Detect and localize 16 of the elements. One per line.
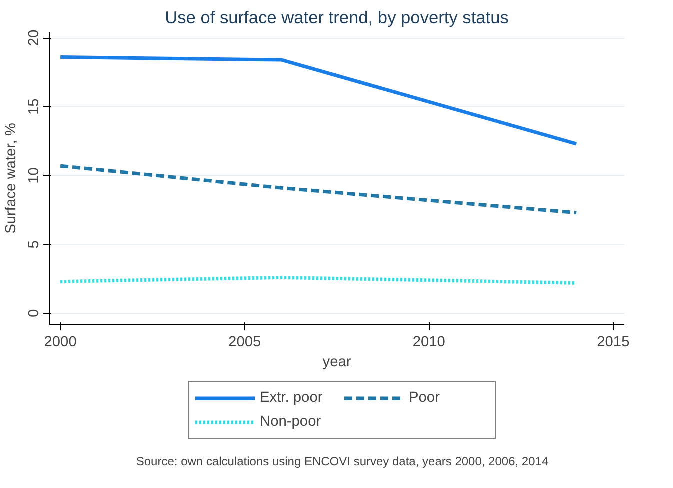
legend-label: Non-poor (260, 414, 322, 430)
chart-title: Use of surface water trend, by poverty status (165, 8, 510, 28)
x-tick-label: 2000 (44, 334, 77, 350)
y-tick-label: 15 (26, 98, 42, 116)
x-tick-label: 2010 (412, 334, 446, 350)
x-tick-label: 2005 (228, 334, 262, 350)
y-tick-label: 20 (26, 30, 42, 46)
y-axis-title: Surface water, % (4, 123, 20, 234)
legend-label: Poor (409, 390, 441, 406)
y-tick-label: 10 (26, 168, 42, 184)
x-axis-title: year (322, 354, 352, 370)
y-tick-label: 5 (26, 240, 42, 249)
legend-label: Extr. poor (260, 390, 324, 406)
x-tick-label: 2015 (597, 334, 630, 350)
y-tick-label: 0 (26, 309, 42, 318)
source-note: Source: own calculations using ENCOVI survey data, years 2000, 2006, 2014 (136, 454, 549, 468)
